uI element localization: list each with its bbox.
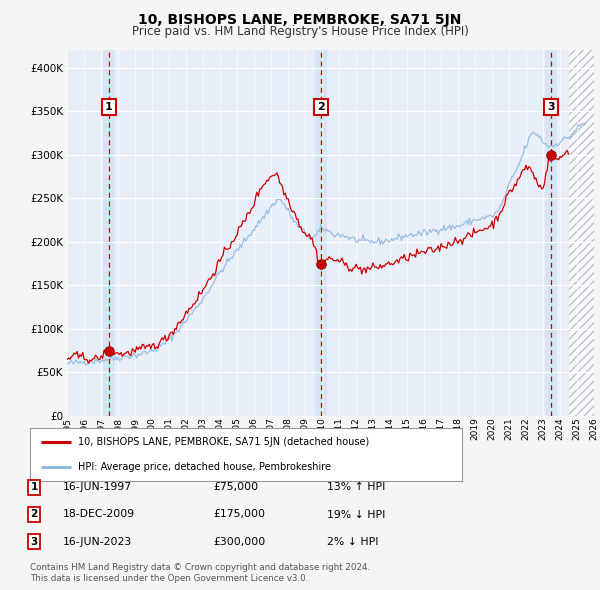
Text: 2% ↓ HPI: 2% ↓ HPI	[327, 537, 379, 546]
Text: HPI: Average price, detached house, Pembrokeshire: HPI: Average price, detached house, Pemb…	[77, 461, 331, 471]
Bar	[569, 41, 600, 416]
Text: Price paid vs. HM Land Registry's House Price Index (HPI): Price paid vs. HM Land Registry's House …	[131, 25, 469, 38]
Text: 10, BISHOPS LANE, PEMBROKE, SA71 5JN: 10, BISHOPS LANE, PEMBROKE, SA71 5JN	[139, 13, 461, 27]
Bar	[103, 41, 115, 416]
Text: £75,000: £75,000	[213, 483, 258, 492]
Text: Contains HM Land Registry data © Crown copyright and database right 2024.: Contains HM Land Registry data © Crown c…	[30, 563, 370, 572]
Text: 19% ↓ HPI: 19% ↓ HPI	[327, 510, 385, 519]
Text: This data is licensed under the Open Government Licence v3.0.: This data is licensed under the Open Gov…	[30, 574, 308, 583]
Text: 2: 2	[31, 510, 38, 519]
Text: 13% ↑ HPI: 13% ↑ HPI	[327, 483, 385, 492]
Text: £300,000: £300,000	[213, 537, 265, 546]
Text: 16-JUN-2023: 16-JUN-2023	[63, 537, 132, 546]
Text: 1: 1	[31, 483, 38, 492]
Bar	[569, 41, 600, 416]
Text: £175,000: £175,000	[213, 510, 265, 519]
Text: 3: 3	[31, 537, 38, 546]
Text: 16-JUN-1997: 16-JUN-1997	[63, 483, 132, 492]
Text: 18-DEC-2009: 18-DEC-2009	[63, 510, 135, 519]
Text: 2: 2	[317, 101, 325, 112]
Text: 10, BISHOPS LANE, PEMBROKE, SA71 5JN (detached house): 10, BISHOPS LANE, PEMBROKE, SA71 5JN (de…	[77, 437, 369, 447]
Text: 1: 1	[105, 101, 113, 112]
Bar	[545, 41, 557, 416]
Text: 3: 3	[547, 101, 554, 112]
Bar	[316, 41, 328, 416]
